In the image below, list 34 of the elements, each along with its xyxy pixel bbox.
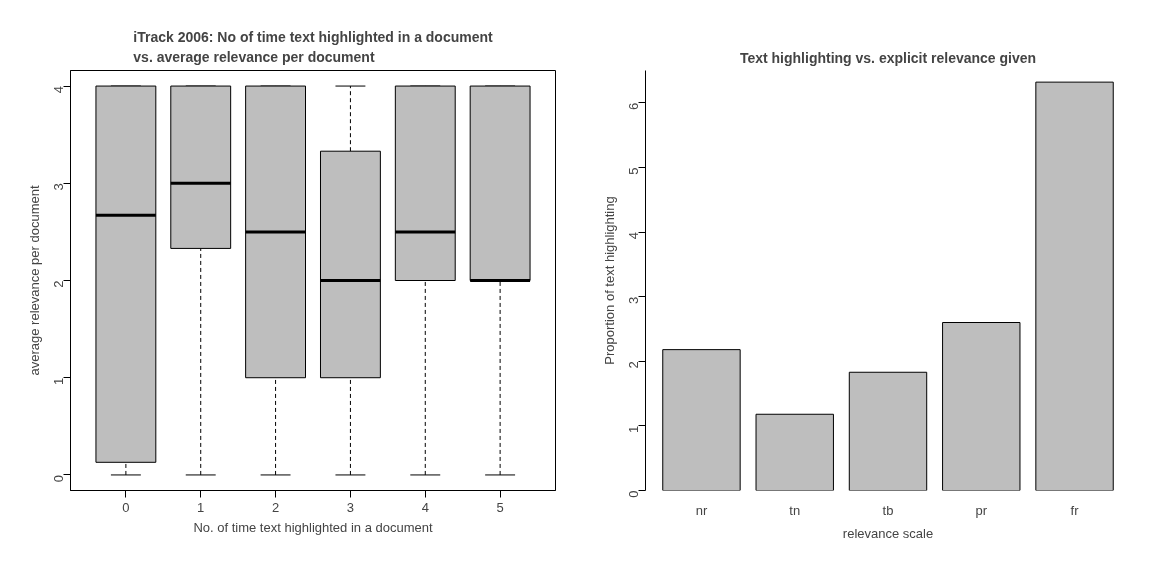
x-tick-label: 4 — [421, 499, 429, 515]
y-tick-label: 3 — [626, 296, 641, 304]
x-tick-label: 1 — [197, 499, 205, 515]
y-tick-label: 6 — [626, 102, 641, 111]
x-tick-label: tn — [789, 502, 801, 518]
y-tick-label: 1 — [51, 377, 66, 385]
y-tick-label: 5 — [626, 167, 641, 175]
y-tick-label: 4 — [626, 232, 641, 240]
x-tick-label: 2 — [271, 499, 280, 515]
bar — [662, 349, 741, 491]
x-tick-label: nr — [695, 502, 708, 518]
x-tick-label: tb — [882, 502, 894, 518]
x-tick-label: 3 — [346, 499, 355, 515]
bar — [755, 413, 834, 491]
x-axis-title: No. of time text highlighted in a document — [193, 519, 433, 535]
y-tick-label: 3 — [51, 183, 66, 191]
y-axis-title: average relevance per document — [26, 185, 42, 376]
chart-title: Text highlighting vs. explicit relevance given — [739, 49, 1037, 66]
y-tick-label: 0 — [626, 490, 641, 498]
y-tick-label: 4 — [51, 86, 66, 94]
y-tick-label: 2 — [626, 361, 641, 369]
y-tick-label: 1 — [626, 425, 641, 434]
x-tick-label: 0 — [122, 499, 130, 515]
x-tick-label: fr — [1070, 502, 1080, 518]
bar — [1035, 81, 1114, 491]
bar — [848, 371, 928, 491]
x-axis-title: relevance scale — [842, 525, 934, 541]
bar — [942, 322, 1021, 491]
y-axis-title: Proportion of text highlighting — [601, 196, 617, 365]
y-tick-label: 0 — [51, 474, 66, 483]
x-tick-label: pr — [975, 502, 988, 518]
x-tick-label: 5 — [496, 499, 504, 515]
y-tick-label: 2 — [51, 280, 66, 288]
chart-title: iTrack 2006: No of time text highlighted in a document vs. average relevance per document — [133, 28, 494, 66]
